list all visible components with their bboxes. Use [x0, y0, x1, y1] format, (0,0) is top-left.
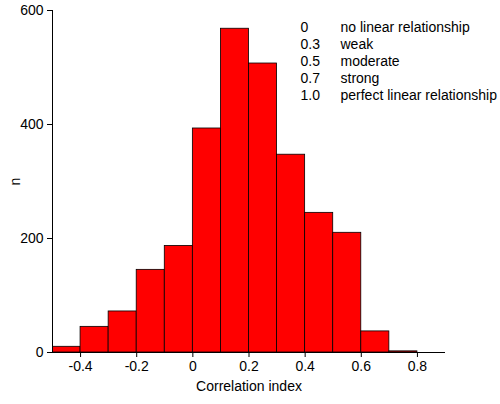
svg-text:0.5: 0.5	[301, 53, 321, 69]
svg-text:0: 0	[36, 344, 44, 360]
svg-text:n: n	[7, 178, 23, 186]
svg-text:moderate: moderate	[341, 53, 400, 69]
svg-text:200: 200	[20, 230, 44, 246]
svg-text:600: 600	[20, 2, 44, 18]
svg-text:0: 0	[189, 358, 197, 374]
svg-text:weak: weak	[340, 36, 375, 52]
svg-text:-0.2: -0.2	[125, 358, 149, 374]
svg-text:no linear relationship: no linear relationship	[341, 19, 470, 35]
svg-text:Correlation index: Correlation index	[196, 378, 302, 394]
svg-text:0.2: 0.2	[239, 358, 259, 374]
svg-text:-0.4: -0.4	[69, 358, 93, 374]
svg-text:strong: strong	[341, 70, 380, 86]
svg-text:perfect linear relationship: perfect linear relationship	[341, 87, 498, 103]
svg-text:0.8: 0.8	[408, 358, 428, 374]
svg-text:0: 0	[301, 19, 309, 35]
svg-text:1.0: 1.0	[301, 87, 321, 103]
svg-text:0.4: 0.4	[295, 358, 315, 374]
svg-text:0.6: 0.6	[352, 358, 372, 374]
svg-text:400: 400	[20, 116, 44, 132]
svg-text:0.3: 0.3	[301, 36, 321, 52]
svg-text:0.7: 0.7	[301, 70, 321, 86]
